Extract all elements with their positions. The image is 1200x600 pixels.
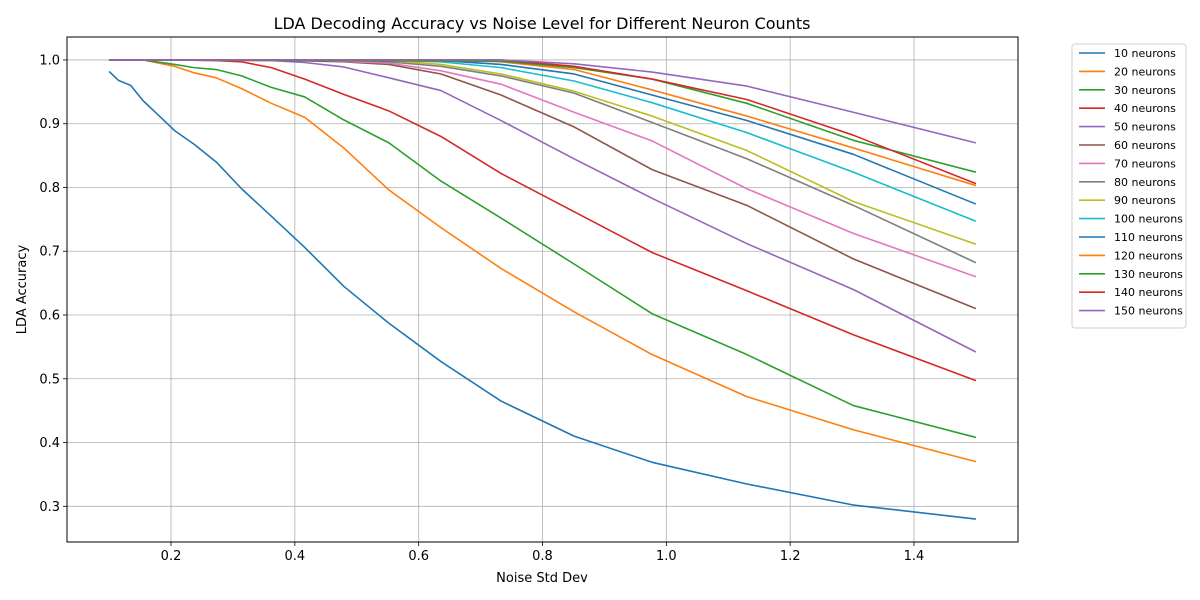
y-tick-label: 0.7 xyxy=(39,245,60,260)
y-tick-label: 0.3 xyxy=(39,500,60,515)
series-line xyxy=(109,59,977,245)
chart-title: LDA Decoding Accuracy vs Noise Level for… xyxy=(274,14,811,33)
y-tick-label: 0.4 xyxy=(39,436,60,451)
series-line xyxy=(109,59,977,144)
legend-label: 80 neurons xyxy=(1114,176,1176,189)
grid xyxy=(67,37,1018,542)
series-line xyxy=(109,59,977,463)
x-axis-ticks: 0.2 0.4 0.6 0.8 1.0 1.2 1.4 xyxy=(161,542,925,564)
legend-label: 130 neurons xyxy=(1114,268,1183,281)
y-tick-label: 0.8 xyxy=(39,181,60,196)
legend-label: 100 neurons xyxy=(1114,213,1183,226)
legend-label: 30 neurons xyxy=(1114,84,1176,97)
x-tick-label: 0.6 xyxy=(408,549,429,564)
legend-box xyxy=(1071,43,1187,329)
x-tick-label: 0.4 xyxy=(285,549,306,564)
legend-label: 110 neurons xyxy=(1114,231,1183,244)
legend-label: 50 neurons xyxy=(1114,121,1176,134)
legend-label: 150 neurons xyxy=(1114,305,1183,318)
series-line xyxy=(109,59,977,278)
legend-label: 20 neurons xyxy=(1114,65,1176,78)
legend-label: 40 neurons xyxy=(1114,102,1176,115)
legend-label: 60 neurons xyxy=(1114,139,1176,152)
x-tick-label: 1.0 xyxy=(656,549,677,564)
legend-label: 70 neurons xyxy=(1114,157,1176,170)
x-axis-label: Noise Std Dev xyxy=(496,571,588,586)
y-axis-label: LDA Accuracy xyxy=(15,244,30,334)
x-tick-label: 0.2 xyxy=(161,549,182,564)
series-line xyxy=(109,59,977,439)
legend-label: 140 neurons xyxy=(1114,286,1183,299)
y-axis-ticks: 0.3 0.4 0.5 0.6 0.7 0.8 0.9 1.0 xyxy=(39,53,67,515)
legend-label: 120 neurons xyxy=(1114,249,1183,262)
y-tick-label: 0.9 xyxy=(39,117,60,132)
y-tick-label: 0.5 xyxy=(39,372,60,387)
y-tick-label: 0.6 xyxy=(39,309,60,324)
legend-label: 10 neurons xyxy=(1114,47,1176,60)
x-tick-label: 0.8 xyxy=(532,549,553,564)
legend-label: 90 neurons xyxy=(1114,194,1176,207)
legend: 10 neurons 20 neurons 30 neurons 40 neurons… xyxy=(1071,43,1187,329)
x-tick-label: 1.4 xyxy=(904,549,925,564)
y-tick-label: 1.0 xyxy=(39,53,60,68)
series-line xyxy=(108,70,976,520)
x-tick-label: 1.2 xyxy=(780,549,801,564)
series-lines xyxy=(108,59,977,520)
